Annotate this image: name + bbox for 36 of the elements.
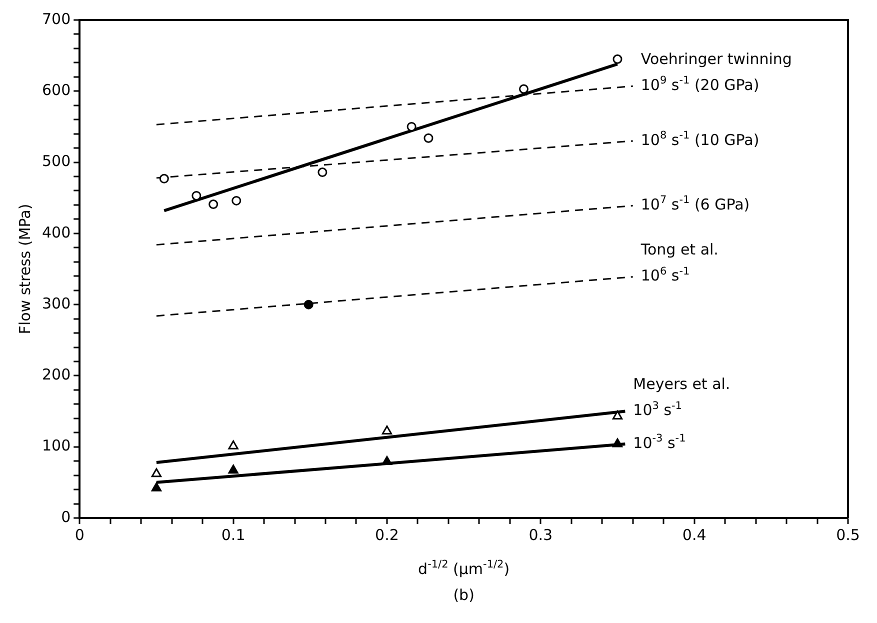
- x-tick-label: 0: [74, 526, 84, 544]
- point: [318, 167, 328, 177]
- point: [159, 174, 169, 184]
- point: [612, 438, 623, 448]
- point: [228, 440, 238, 450]
- y-axis-title: Flow stress (MPa): [16, 204, 34, 334]
- y-tick-label: 500: [42, 152, 71, 170]
- point: [192, 190, 202, 200]
- point: [382, 425, 392, 434]
- y-tick-label: 200: [42, 366, 71, 384]
- x-tick-label: 0.3: [528, 526, 553, 544]
- point: [208, 200, 218, 210]
- y-tick-label: 600: [42, 81, 71, 100]
- point: [612, 54, 622, 64]
- x-tick-label: 0.2: [375, 526, 399, 544]
- y-tick-label: 0: [61, 508, 71, 526]
- x-tick-label: 0.4: [682, 526, 706, 544]
- point: [228, 464, 238, 474]
- point: [151, 482, 162, 492]
- point: [382, 456, 392, 466]
- point: [612, 410, 623, 420]
- series-label: Voehringer twinning: [640, 50, 792, 68]
- y-tick-label: 400: [42, 223, 71, 242]
- point: [406, 122, 416, 132]
- y-tick-label: 300: [42, 294, 71, 312]
- series-label: Meyers et al.: [633, 375, 730, 394]
- y-tick-label: 100: [42, 436, 71, 455]
- text: (b): [453, 586, 474, 604]
- point: [424, 133, 434, 143]
- y-tick-label: 700: [42, 10, 71, 28]
- point: [151, 468, 162, 478]
- x-tick-label: 0.5: [836, 526, 860, 544]
- point: [519, 84, 528, 94]
- point: [232, 196, 242, 206]
- x-tick-label: 0.1: [221, 526, 246, 544]
- point: [304, 300, 314, 310]
